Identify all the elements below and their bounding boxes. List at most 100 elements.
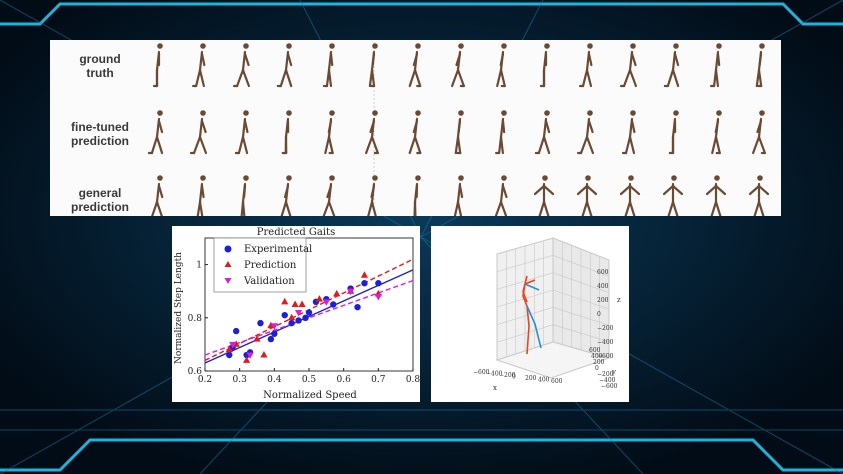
- figure-arm: [630, 52, 637, 67]
- point-experimental: [226, 351, 233, 359]
- figure-arm: [329, 52, 334, 67]
- figure-head: [243, 110, 249, 116]
- x-tick-label: 0.4: [267, 375, 282, 385]
- figure-head: [243, 175, 249, 181]
- point-prediction: [288, 313, 296, 321]
- legend-label-prediction: Prediction: [244, 260, 297, 271]
- legend-marker-validation: [224, 278, 232, 284]
- figure-head: [587, 110, 593, 116]
- gait-frame: [192, 43, 206, 88]
- gait-frame: [240, 175, 249, 216]
- figure-arm: [458, 184, 464, 199]
- z-tick-label: −600: [597, 353, 614, 360]
- figure-leg: [235, 68, 245, 88]
- point-experimental: [267, 335, 275, 343]
- gait-frame: [276, 43, 293, 88]
- axis-label-x: x: [493, 384, 497, 392]
- x-tick-label: 0.6: [337, 375, 352, 385]
- figure-head: [329, 43, 335, 49]
- figure-arm: [243, 119, 249, 134]
- figure-arm: [501, 119, 506, 134]
- point-prediction: [281, 297, 289, 305]
- figure-leg: [494, 200, 503, 216]
- point-experimental: [375, 280, 382, 287]
- gait-frame: [576, 175, 598, 216]
- y-tick-label: 400: [591, 353, 603, 360]
- figure-head: [286, 43, 292, 49]
- y-tick-label: 1: [196, 261, 202, 271]
- gait-frame: [281, 110, 292, 155]
- gait-frame: [709, 43, 722, 88]
- gait-frame: [408, 110, 422, 155]
- figure-leg: [496, 68, 503, 88]
- z-tick-label: 200: [597, 297, 609, 304]
- figure-head: [673, 110, 679, 116]
- figure-head: [329, 110, 335, 116]
- figure-leg: [453, 200, 460, 216]
- gait-frame: [576, 110, 595, 155]
- point-validation: [229, 341, 237, 349]
- figure-arm: [501, 184, 508, 199]
- figure-leg: [370, 135, 379, 155]
- skeleton-3d-plot: x y z −600 −400 −200 0 200 400 600 600 400 200 0 −2…: [431, 226, 629, 402]
- figure-arm: [585, 184, 598, 196]
- gait-frame: [752, 110, 766, 155]
- point-prediction: [291, 300, 299, 307]
- figure-leg: [367, 200, 374, 216]
- figure-leg: [757, 200, 765, 216]
- figure-leg: [408, 68, 417, 88]
- gait-frame: [196, 175, 206, 216]
- z-tick-label: −200: [597, 325, 614, 332]
- figure-head: [716, 43, 722, 49]
- figure-head: [243, 43, 249, 49]
- figure-arm: [671, 184, 684, 196]
- x-tick-label: 200: [525, 375, 537, 382]
- gait-frame: [451, 43, 465, 88]
- figure-leg: [714, 200, 722, 216]
- point-experimental: [302, 314, 309, 321]
- figure-leg: [322, 200, 331, 216]
- figure-arm: [412, 119, 419, 134]
- row-label-fine-tuned: fine-tuned prediction: [70, 120, 129, 148]
- figure-head: [372, 43, 378, 49]
- x-tick-label: 0.5: [302, 375, 317, 385]
- figure-arm: [499, 52, 505, 67]
- figure-head: [415, 175, 421, 181]
- z-tick-label: 400: [597, 283, 609, 290]
- chart-title: Predicted Gaits: [257, 227, 335, 238]
- gait-frame: [621, 110, 636, 155]
- x-tick-label: 0.2: [198, 375, 212, 385]
- figure-leg: [671, 200, 679, 216]
- figure-leg: [192, 135, 202, 155]
- figure-arm: [200, 52, 206, 67]
- gait-frame: [147, 110, 164, 155]
- figure-leg: [710, 200, 718, 216]
- figure-leg: [712, 68, 718, 88]
- figure-head: [671, 175, 677, 181]
- point-experimental: [271, 330, 278, 337]
- figure-arm: [200, 119, 207, 134]
- figure-arm: [200, 184, 205, 199]
- figure-leg: [198, 68, 205, 88]
- gait-frame: [705, 175, 727, 216]
- figure-leg: [537, 135, 546, 155]
- legend-marker-experimental: [224, 245, 232, 253]
- figure-leg: [451, 68, 460, 88]
- figure-leg: [198, 135, 208, 155]
- point-prediction: [243, 356, 251, 363]
- figure-head: [630, 110, 636, 116]
- legend-label-validation: Validation: [243, 276, 295, 287]
- chart-xlabel: Normalized Speed: [263, 390, 357, 401]
- figure-leg: [499, 200, 508, 216]
- figure-arm: [283, 184, 290, 199]
- figure-head: [757, 175, 763, 181]
- figure-head: [585, 175, 591, 181]
- chart-svg: Predicted Gaits Normalized Speed Normali…: [174, 227, 420, 401]
- figure-arm: [371, 52, 376, 67]
- point-experimental: [295, 317, 302, 324]
- point-experimental: [233, 327, 240, 335]
- figure-head: [458, 110, 464, 116]
- gait-frame: [234, 110, 249, 155]
- x-tick-label: −200: [499, 372, 516, 379]
- gait-frame: [322, 43, 335, 88]
